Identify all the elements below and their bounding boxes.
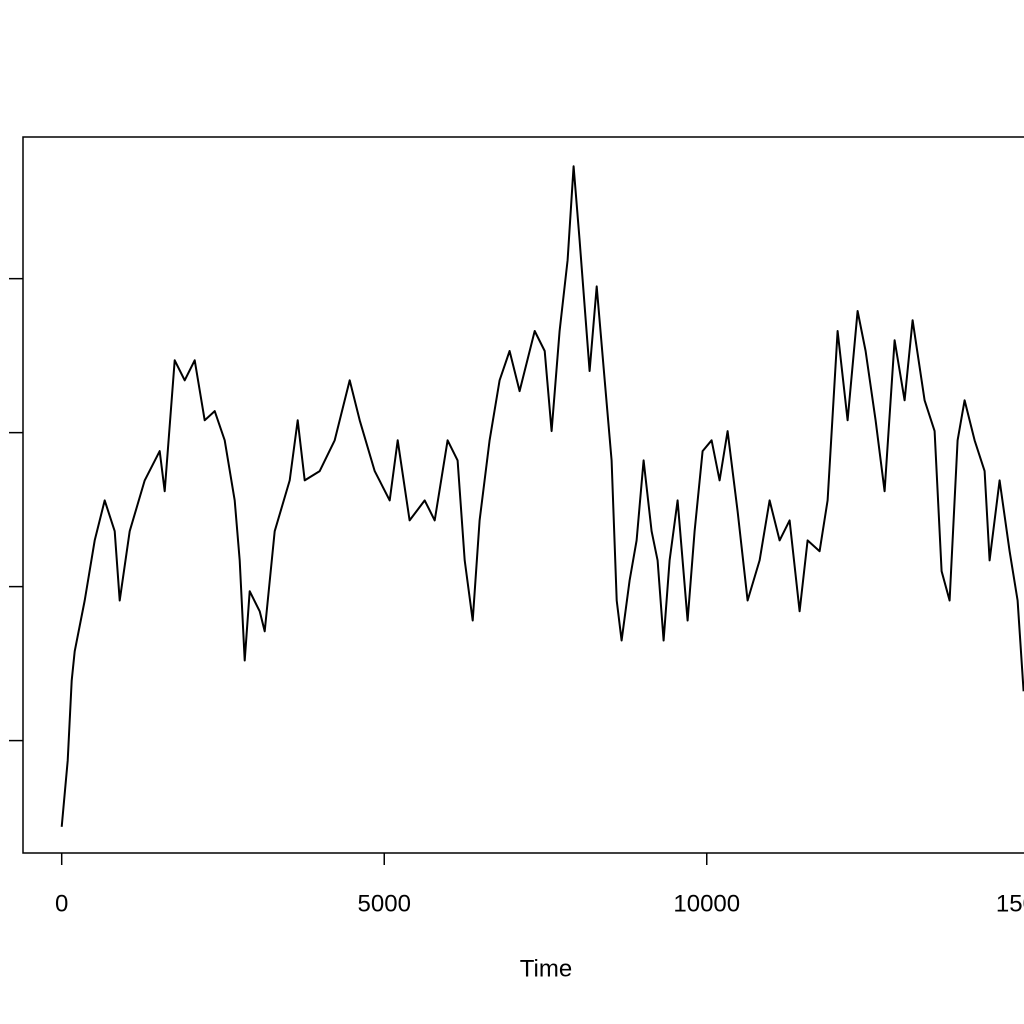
x-tick-label: 0: [55, 890, 68, 917]
x-tick-label: 10000: [673, 890, 740, 917]
x-tick-label: 5000: [358, 890, 411, 917]
plot-frame: [22, 136, 1024, 854]
x-tick-label: 15000: [996, 890, 1024, 917]
series-line: [60, 165, 1024, 827]
x-axis-label: Time: [520, 955, 572, 982]
